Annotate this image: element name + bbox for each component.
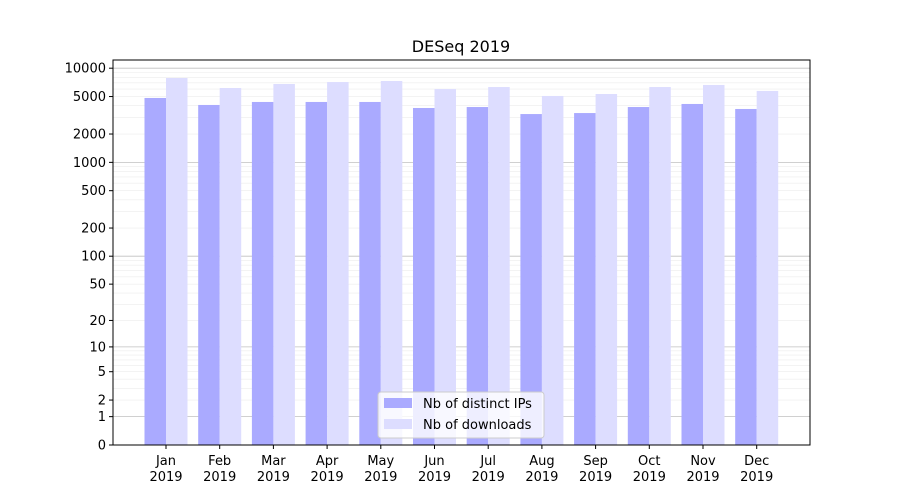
bar-downloads — [488, 87, 510, 445]
y-tick-label: 1000 — [73, 156, 106, 171]
bar-downloads — [219, 88, 242, 445]
bar-distinct-ips — [574, 113, 596, 445]
x-tick-label: Apr 2019 — [311, 454, 344, 485]
y-tick-label: 10000 — [65, 62, 106, 77]
x-tick-label: May 2019 — [364, 454, 397, 485]
bar-distinct-ips — [359, 101, 381, 445]
y-tick-label: 2000 — [73, 128, 106, 143]
x-tick-label: Jul 2019 — [472, 454, 505, 485]
bar-downloads — [541, 95, 564, 446]
bar-distinct-ips — [520, 114, 542, 445]
y-tick-label: 20 — [89, 314, 106, 329]
bar-distinct-ips — [681, 103, 703, 445]
bar-distinct-ips — [198, 104, 220, 445]
bar-downloads — [649, 87, 671, 445]
y-tick-label: 50 — [89, 278, 106, 293]
bar-downloads — [273, 83, 295, 445]
bar-downloads — [380, 81, 403, 445]
x-tick-label: Jan 2019 — [149, 454, 182, 485]
legend-swatch — [384, 419, 412, 429]
y-tick-label: 2 — [98, 394, 106, 409]
legend-box — [377, 391, 545, 439]
bar-downloads — [434, 89, 456, 445]
y-tick-label: 5 — [98, 365, 106, 380]
legend-swatch — [384, 398, 412, 408]
bar-distinct-ips — [251, 101, 274, 445]
x-tick-label: Dec 2019 — [740, 454, 773, 485]
bar-distinct-ips — [144, 97, 166, 445]
x-tick-label: Mar 2019 — [257, 454, 290, 485]
bar-downloads — [327, 82, 349, 445]
bar-distinct-ips — [305, 101, 328, 445]
bar-downloads — [756, 90, 779, 445]
y-tick-label: 10 — [89, 340, 106, 355]
y-tick-label: 0 — [98, 439, 106, 454]
legend-label: Nb of distinct IPs — [423, 397, 532, 412]
y-tick-label: 1 — [98, 410, 106, 425]
bar-distinct-ips — [413, 107, 435, 446]
bar-distinct-ips — [735, 108, 757, 445]
x-tick-label: Sep 2019 — [579, 454, 612, 485]
plot-frame — [112, 59, 811, 446]
bar-downloads — [703, 84, 725, 445]
bar-distinct-ips — [466, 107, 489, 446]
legend-label: Nb of downloads — [423, 418, 532, 433]
bar-distinct-ips — [627, 107, 650, 446]
x-tick-label: Nov 2019 — [686, 454, 719, 485]
y-tick-label: 100 — [81, 250, 106, 265]
legend: Nb of distinct IPs Nb of downloads — [377, 391, 545, 439]
y-tick-label: 5000 — [73, 90, 106, 105]
x-tick-label: Jun 2019 — [418, 454, 451, 485]
x-tick-label: Aug 2019 — [525, 454, 558, 485]
x-tick-label: Oct 2019 — [633, 454, 666, 485]
y-tick-label: 500 — [81, 184, 106, 199]
y-tick-label: 200 — [81, 222, 106, 237]
chart-title: DESeq 2019 — [412, 37, 510, 56]
x-tick-label: Feb 2019 — [203, 454, 236, 485]
bar-downloads — [166, 77, 188, 445]
bar-downloads — [595, 94, 618, 445]
